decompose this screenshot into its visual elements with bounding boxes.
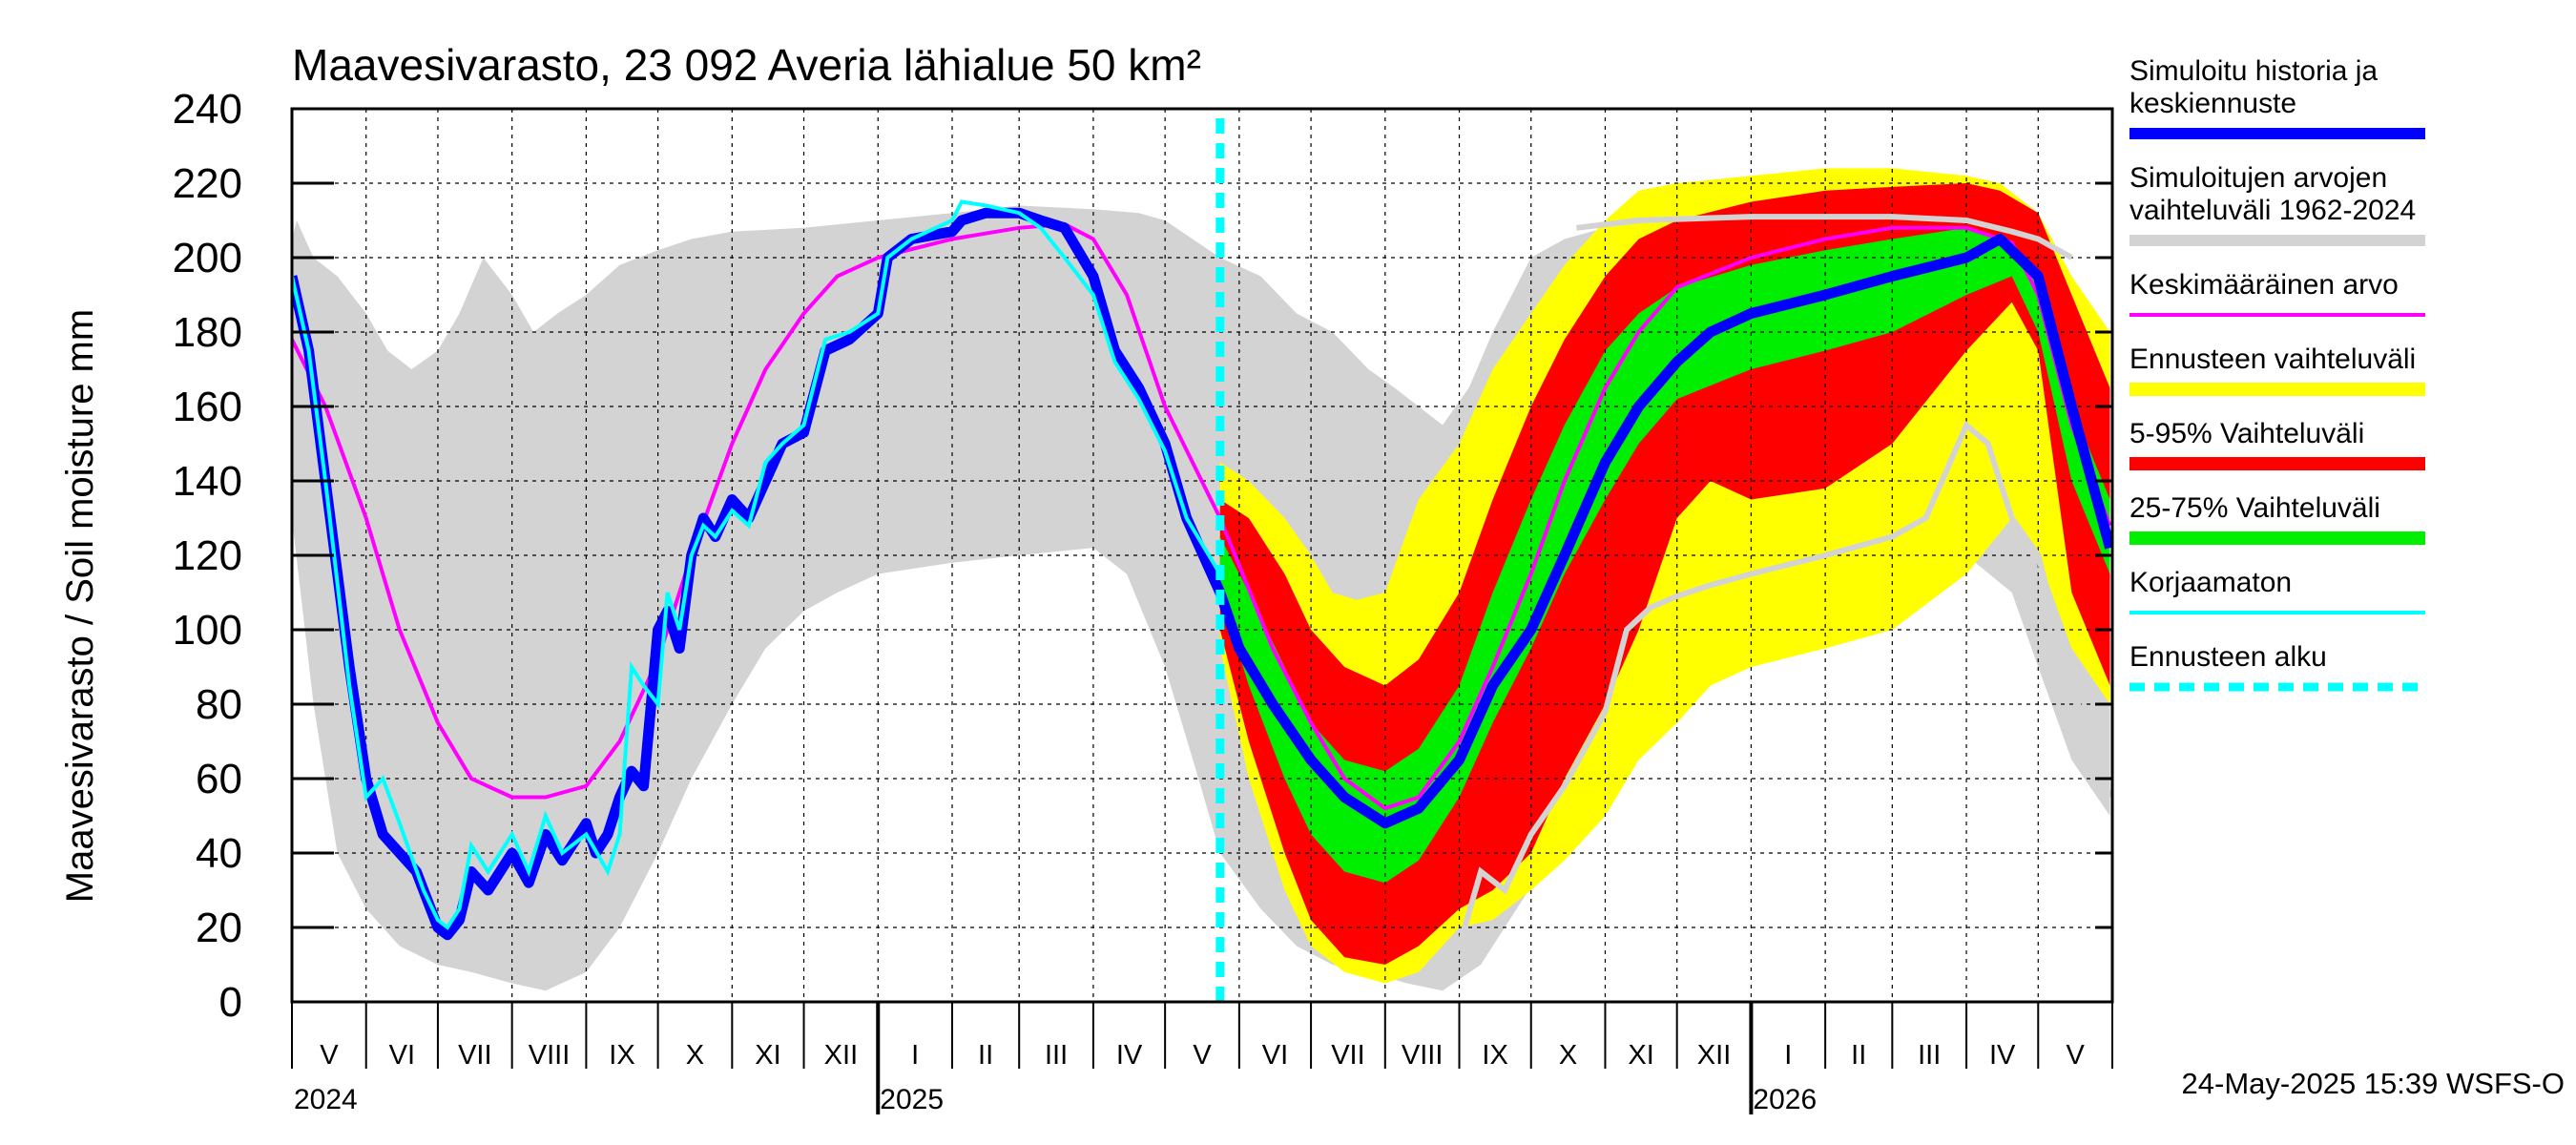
x-year-label: 2026	[1753, 1084, 1817, 1115]
y-tick-label: 220	[173, 160, 242, 207]
x-month-label: VIII	[529, 1040, 571, 1071]
x-month-label: IV	[1989, 1040, 2016, 1071]
y-tick-label: 140	[173, 458, 242, 505]
x-month-label: V	[1193, 1040, 1212, 1071]
x-month-label: VI	[389, 1040, 415, 1071]
legend-label-p25_75: 25-75% Vaihteluväli	[2129, 492, 2380, 524]
x-year-label: 2025	[880, 1084, 944, 1115]
footer-timestamp: 24-May-2025 15:39 WSFS-O	[2182, 1067, 2565, 1100]
y-tick-label: 100	[173, 607, 242, 654]
y-tick-label: 200	[173, 235, 242, 281]
x-month-label: II	[978, 1040, 993, 1071]
historical-min-line	[1428, 420, 2112, 986]
x-month-label: V	[2066, 1040, 2085, 1071]
x-month-label: XII	[1697, 1040, 1731, 1071]
y-tick-label: 80	[196, 681, 242, 728]
legend-label-hist_range: vaihteluväli 1962-2024	[2129, 195, 2416, 226]
x-month-label: IX	[1482, 1040, 1507, 1071]
y-tick-label: 20	[196, 905, 242, 951]
x-month-label: VIII	[1402, 1040, 1444, 1071]
x-month-label: VII	[458, 1040, 491, 1071]
legend-label-simulated: Simuloitu historia ja	[2129, 55, 2378, 87]
legend-label-simulated: keskiennuste	[2129, 88, 2296, 119]
y-tick-label: 0	[219, 979, 242, 1026]
x-month-label: X	[1559, 1040, 1577, 1071]
x-month-label: VI	[1262, 1040, 1288, 1071]
x-month-label: XI	[1628, 1040, 1653, 1071]
x-month-label: IV	[1116, 1040, 1143, 1071]
series-lines-layer	[292, 118, 2112, 1002]
x-month-label: V	[320, 1040, 339, 1071]
y-tick-label: 240	[173, 86, 242, 133]
chart-title: Maavesivarasto, 23 092 Averia lähialue 5…	[292, 40, 1201, 90]
historical-max-line	[1576, 214, 2073, 260]
legend-label-forecast_start: Ennusteen alku	[2129, 641, 2327, 673]
mean-line	[292, 221, 2112, 811]
y-tick-label: 60	[196, 756, 242, 802]
legend-label-mean: Keskimääräinen arvo	[2129, 269, 2399, 301]
legend-label-uncorrected: Korjaamaton	[2129, 567, 2292, 598]
legend-label-forecast_range: Ennusteen vaihteluväli	[2129, 344, 2416, 375]
x-month-label: I	[1784, 1040, 1792, 1071]
y-tick-label: 160	[173, 384, 242, 430]
x-year-label: 2024	[294, 1084, 358, 1115]
legend-label-hist_range: Simuloitujen arvojen	[2129, 162, 2387, 194]
x-month-label: II	[1851, 1040, 1866, 1071]
y-tick-label: 40	[196, 830, 242, 877]
x-month-label: I	[911, 1040, 919, 1071]
y-axis-label: Maavesivarasto / Soil moisture mm	[59, 309, 101, 903]
x-month-label: III	[1045, 1040, 1068, 1071]
x-month-label: VII	[1331, 1040, 1364, 1071]
x-month-label: IX	[609, 1040, 634, 1071]
x-month-label: XII	[824, 1040, 858, 1071]
y-tick-label: 120	[173, 532, 242, 579]
legend-label-p5_95: 5-95% Vaihteluväli	[2129, 418, 2364, 449]
x-month-label: XI	[755, 1040, 780, 1071]
uncorrected-line	[292, 199, 1222, 930]
x-month-label: III	[1918, 1040, 1941, 1071]
y-tick-label: 180	[173, 309, 242, 356]
grid-layer	[292, 109, 2112, 1002]
x-month-label: X	[686, 1040, 704, 1071]
percentile-25-75-area	[1219, 227, 2110, 884]
